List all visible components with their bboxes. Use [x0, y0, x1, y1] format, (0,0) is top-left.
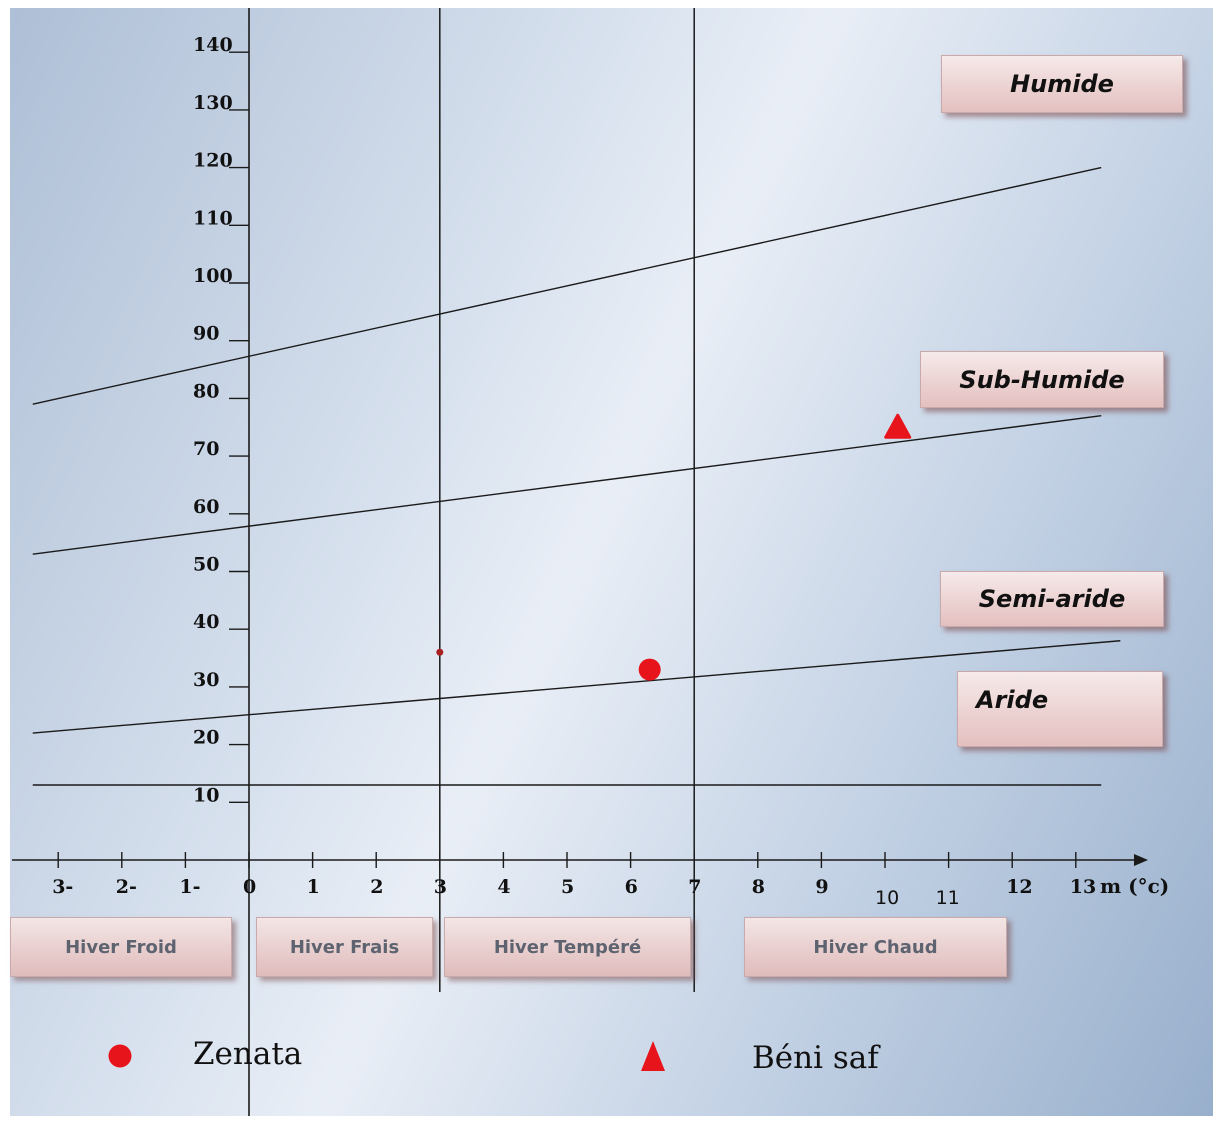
- zone-label-semi-aride: Semi-aride: [940, 571, 1164, 627]
- x-tick-label-12: 12: [1006, 876, 1032, 898]
- x-tick-label-13: 13: [1070, 876, 1096, 898]
- x-tick-label-8: 8: [752, 876, 765, 898]
- y-tick-label-10: 10: [193, 784, 219, 806]
- winter-label-chaud: Hiver Chaud: [744, 917, 1007, 977]
- legend-triangle-marker: [641, 1041, 665, 1071]
- y-tick-label-130: 130: [193, 92, 233, 114]
- x-tick-label-11: 11: [936, 887, 960, 909]
- y-tick-label-60: 60: [193, 496, 219, 518]
- y-tick-label-50: 50: [193, 554, 219, 576]
- x-tick-label-7: 7: [688, 876, 701, 898]
- x-tick-label-9: 9: [815, 876, 828, 898]
- zone-label-aride: Aride: [957, 671, 1163, 747]
- winter-label-tempere: Hiver Tempéré: [444, 917, 691, 977]
- zone-label-sub-humide: Sub-Humide: [920, 351, 1164, 408]
- y-tick-label-90: 90: [193, 323, 219, 345]
- y-tick-label-140: 140: [193, 34, 233, 56]
- x-tick-label-6: 6: [625, 876, 638, 898]
- legend-label-beni-saf: Béni saf: [752, 1040, 879, 1076]
- x-tick-label-2: 2: [370, 876, 383, 898]
- x-tick-label-3: 3: [434, 876, 447, 898]
- x-tick-label--1: 1-: [179, 876, 200, 898]
- x-axis-arrow: [1134, 854, 1148, 866]
- x-tick-label-1: 1: [307, 876, 320, 898]
- y-tick-label-40: 40: [193, 611, 219, 633]
- point-beni-saf: [884, 413, 912, 439]
- y-tick-label-70: 70: [193, 438, 219, 460]
- y-tick-label-110: 110: [193, 207, 233, 229]
- x-tick-label-0: 0: [243, 876, 256, 898]
- winter-label-froid: Hiver Froid: [10, 917, 232, 977]
- boundary-line-2: [32, 415, 1102, 555]
- boundary-lines: [32, 8, 1121, 992]
- x-tick-label--3: 3-: [52, 876, 73, 898]
- x-tick-label-4: 4: [497, 876, 510, 898]
- y-tick-label-80: 80: [193, 380, 219, 402]
- zone-label-humide: Humide: [941, 55, 1183, 113]
- y-tick-label-120: 120: [193, 150, 233, 172]
- y-tick-label-30: 30: [193, 669, 219, 691]
- y-tick-label-100: 100: [193, 265, 233, 287]
- x-axis-label: m (°c): [1100, 874, 1169, 898]
- data-points: [436, 413, 912, 681]
- y-tick-label-20: 20: [193, 727, 219, 749]
- point-zenata: [638, 658, 661, 681]
- legend-circle-marker: [108, 1044, 132, 1068]
- point-small-dot: [436, 648, 444, 656]
- legend-label-zenata: Zenata: [193, 1036, 303, 1072]
- x-tick-label-5: 5: [561, 876, 574, 898]
- boundary-line-3: [32, 640, 1121, 734]
- x-tick-label--2: 2-: [116, 876, 137, 898]
- winter-label-frais: Hiver Frais: [256, 917, 433, 977]
- boundary-line-1: [32, 166, 1102, 405]
- axes: [12, 8, 1148, 1116]
- x-tick-label-10: 10: [875, 887, 899, 909]
